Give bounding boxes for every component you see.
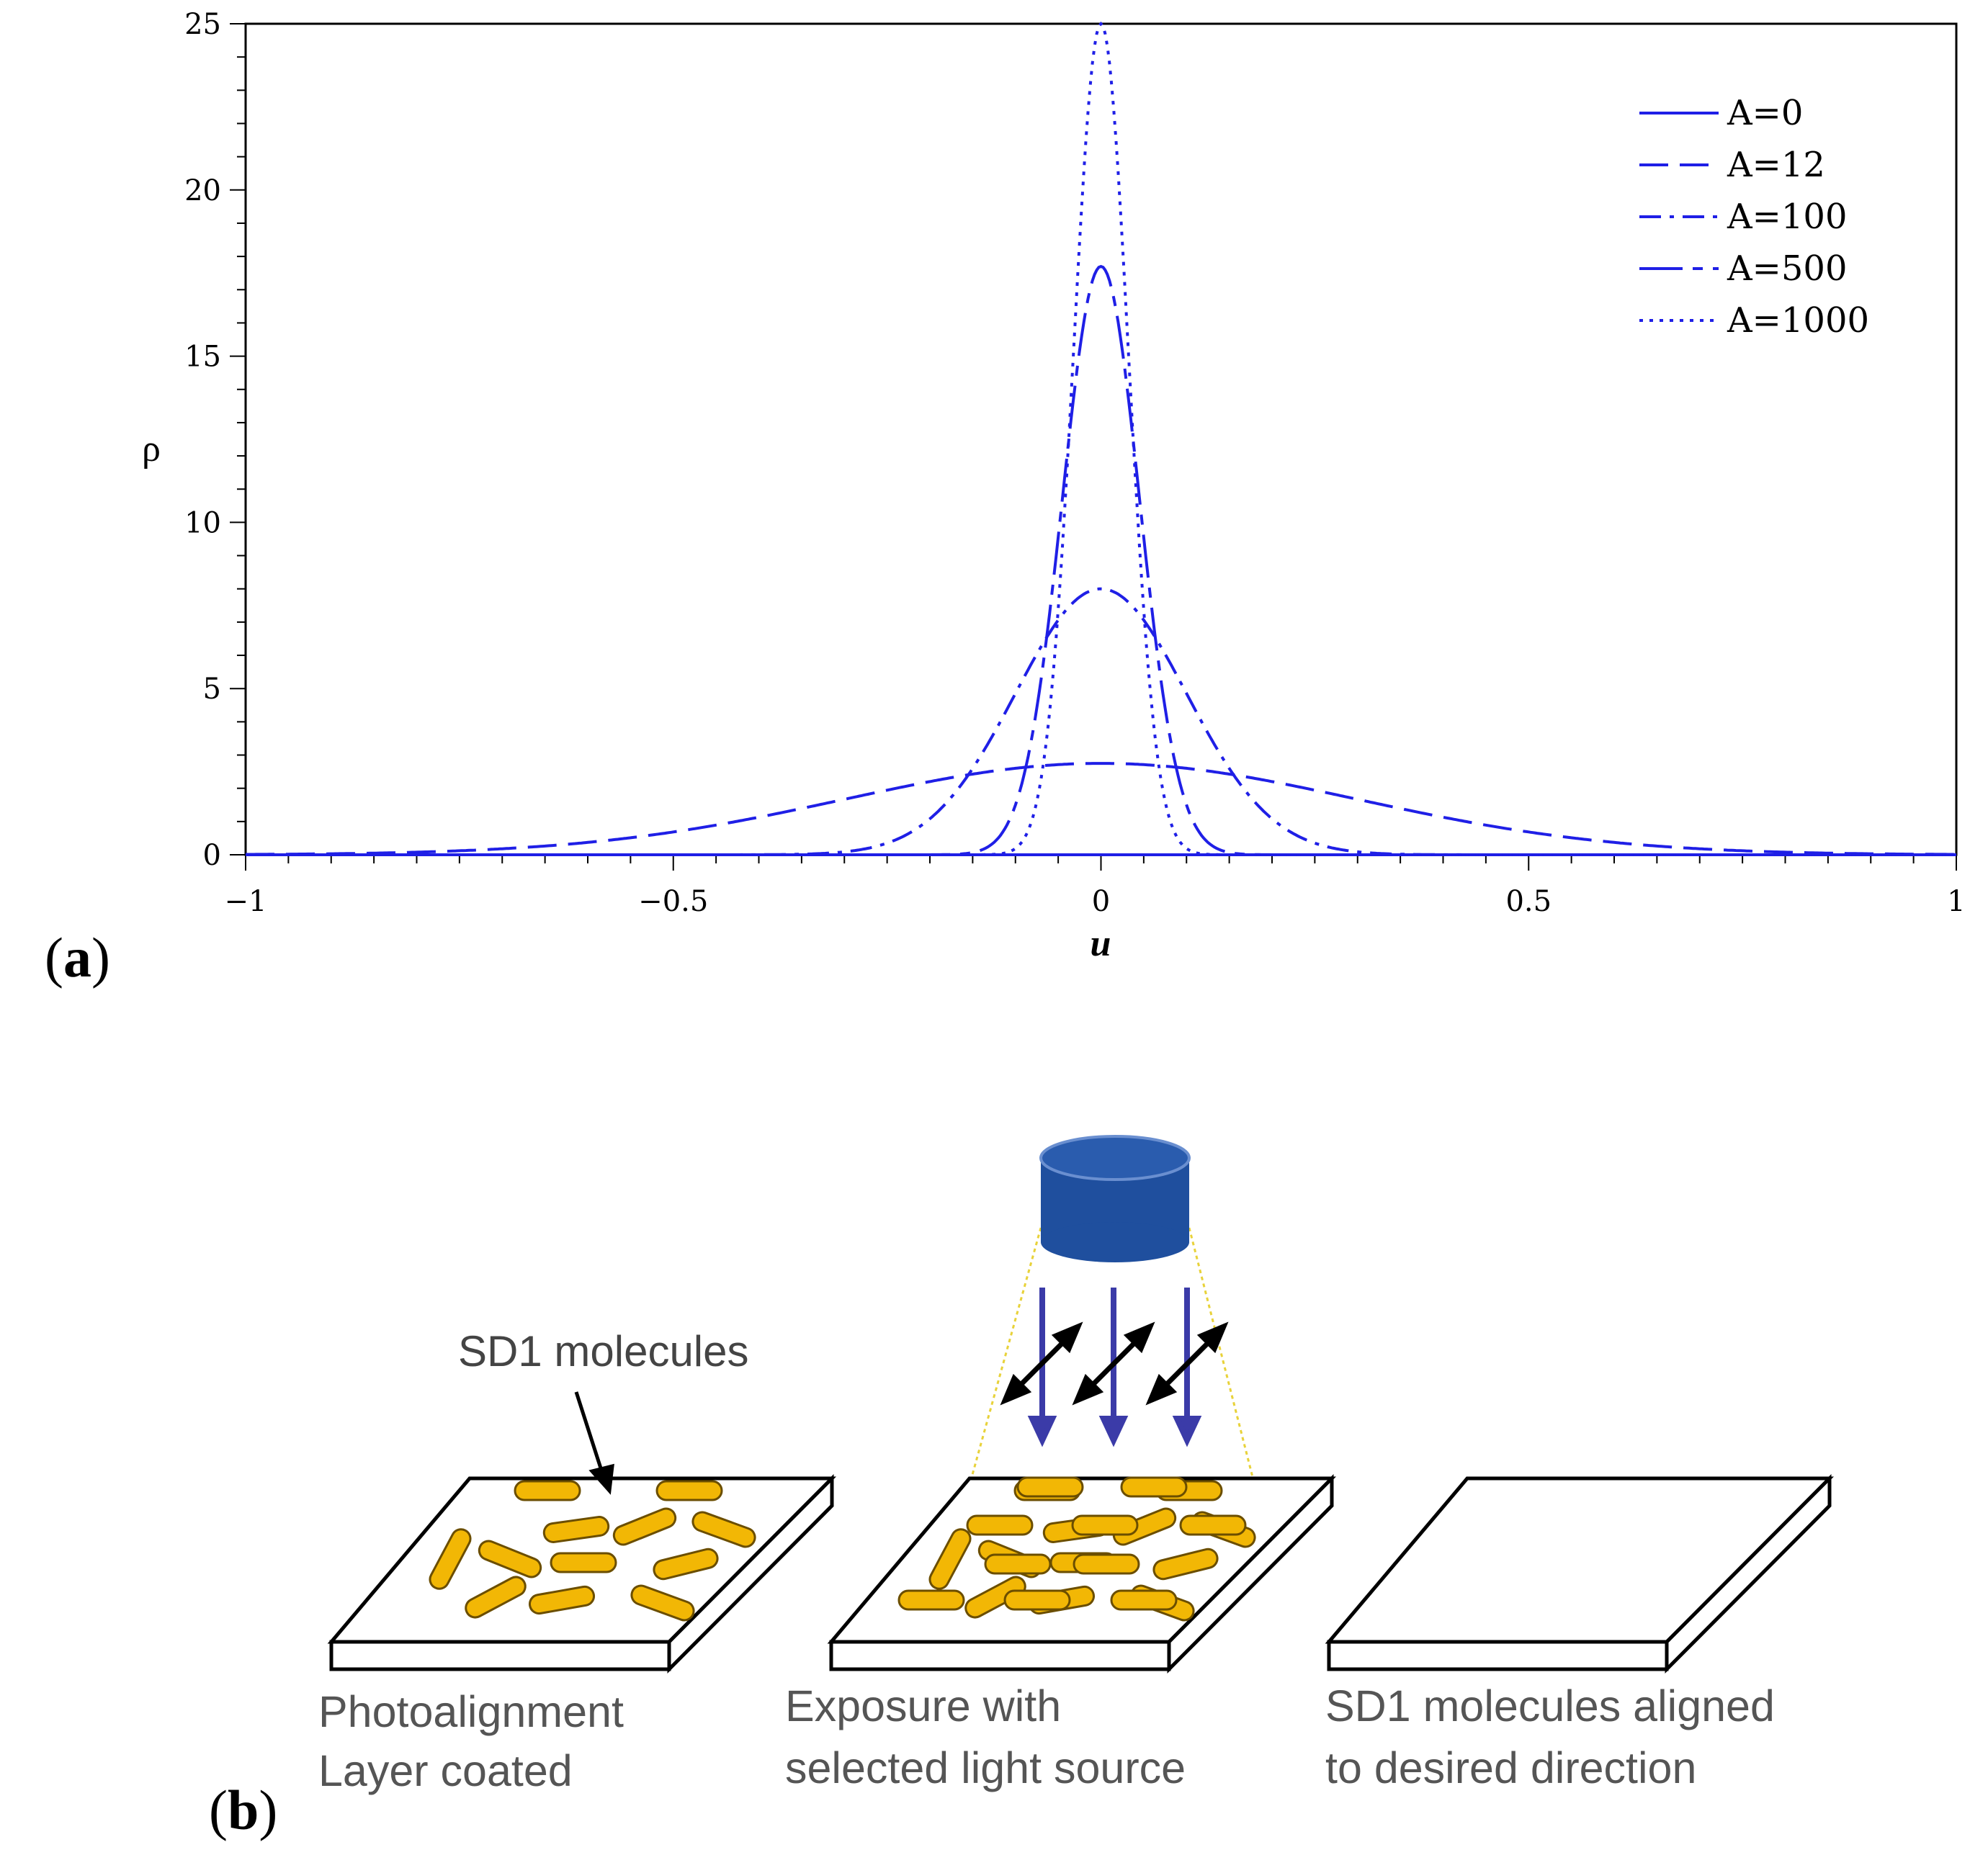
sd1-molecule — [653, 1548, 719, 1581]
y-axis-title: ρ — [142, 428, 161, 470]
legend-entry: A=0 — [1727, 93, 1803, 133]
legend-entry: A=500 — [1727, 248, 1848, 289]
y-tick-label: 10 — [184, 506, 221, 539]
sd1-molecule — [1073, 1553, 1140, 1575]
diagram-panel-b: SD1 molecules Photoalignment Layer coate… — [209, 1135, 1835, 1841]
caption-direction: to desired direction — [1325, 1743, 1696, 1792]
light-beam-cone — [970, 1227, 1255, 1481]
sd1-molecule — [429, 1528, 472, 1590]
substrate-aligned — [897, 1473, 1835, 1674]
sd1-molecule — [897, 1589, 965, 1611]
x-axis: −1 −0.5 0 0.5 1 — [225, 855, 1966, 918]
y-tick-label: 5 — [203, 673, 221, 706]
substrate-side — [1167, 1473, 1334, 1674]
y-tick-label: 20 — [184, 174, 221, 207]
sd1-pointer-arrow — [574, 1391, 614, 1495]
sd1-molecule — [630, 1584, 695, 1622]
y-axis: 0 5 10 15 20 25 — [184, 8, 246, 872]
sd1-molecule — [465, 1576, 527, 1619]
x-tick-label: 1 — [1947, 885, 1965, 918]
x-tick-label: 0 — [1092, 885, 1110, 918]
light-source — [970, 1135, 1255, 1481]
sd1-molecule — [478, 1540, 542, 1578]
caption-light-source: selected light source — [785, 1743, 1186, 1792]
sd1-molecule — [1179, 1514, 1247, 1536]
legend: A=0 A=12 A=100 A=500 A=1000 — [1639, 93, 1869, 341]
sd1-molecule — [1112, 1507, 1177, 1546]
chart-panel-a: −1 −0.5 0 0.5 1 0 5 10 15 20 25 A=0 A=12 A=100 A=500… — [45, 8, 1966, 989]
y-tick-label: 0 — [203, 839, 221, 872]
substrate-front — [829, 1640, 1171, 1671]
caption-exposure: Exposure with — [785, 1681, 1061, 1730]
substrates — [327, 1473, 1835, 1674]
sd1-molecule — [984, 1553, 1052, 1575]
substrate-front — [1327, 1640, 1669, 1671]
sd1-molecule — [550, 1552, 617, 1573]
series-group — [246, 21, 1956, 856]
substrate-side — [667, 1473, 834, 1674]
x-tick-label: −0.5 — [638, 885, 708, 918]
sd1-molecule — [612, 1507, 677, 1546]
sd1-molecule — [1152, 1548, 1219, 1581]
sd1-molecule — [528, 1585, 596, 1615]
legend-entry: A=1000 — [1727, 300, 1869, 341]
caption-photoalignment: Photoalignment — [318, 1687, 624, 1736]
sd1-molecules-label: SD1 molecules — [458, 1327, 749, 1375]
sd1-molecule — [1120, 1476, 1188, 1498]
sd1-molecule — [655, 1480, 723, 1501]
sd1-molecule — [542, 1516, 610, 1543]
sd1-molecule — [1016, 1476, 1084, 1498]
sd1-molecule — [1071, 1514, 1139, 1536]
sd1-molecule — [964, 1576, 1026, 1619]
sd1-molecule — [514, 1480, 581, 1501]
legend-entry: A=100 — [1727, 197, 1848, 237]
caption-aligned: SD1 molecules aligned — [1325, 1681, 1775, 1730]
sd1-molecule — [928, 1528, 972, 1590]
x-tick-label: −1 — [225, 885, 267, 918]
lamp-bottom-edge — [1041, 1222, 1189, 1262]
substrate-initial — [327, 1473, 837, 1674]
sd1-molecule — [1110, 1589, 1178, 1611]
light-rays — [1027, 1288, 1202, 1447]
series-line-a-1000 — [246, 21, 1956, 856]
sd1-molecule — [691, 1511, 756, 1548]
plot-frame — [244, 22, 1958, 856]
lamp-top — [1039, 1135, 1191, 1181]
legend-entry: A=12 — [1727, 145, 1825, 185]
sd1-molecule — [1003, 1589, 1071, 1611]
series-line-a-100 — [246, 587, 1956, 856]
series-line-a-500 — [246, 264, 1956, 856]
x-tick-label: 0.5 — [1505, 885, 1552, 918]
panel-a-label: (a) — [45, 926, 110, 989]
y-tick-label: 25 — [184, 8, 221, 41]
series-line-a-12 — [246, 762, 1956, 856]
caption-layer-coated: Layer coated — [318, 1746, 573, 1795]
x-axis-title: u — [1091, 923, 1111, 964]
sd1-molecule — [966, 1514, 1034, 1536]
substrate-side — [1665, 1473, 1832, 1674]
panel-b-label: (b) — [209, 1779, 277, 1841]
y-tick-label: 15 — [184, 341, 221, 374]
polarization-arrows — [1000, 1321, 1229, 1406]
substrate-front — [329, 1640, 671, 1671]
